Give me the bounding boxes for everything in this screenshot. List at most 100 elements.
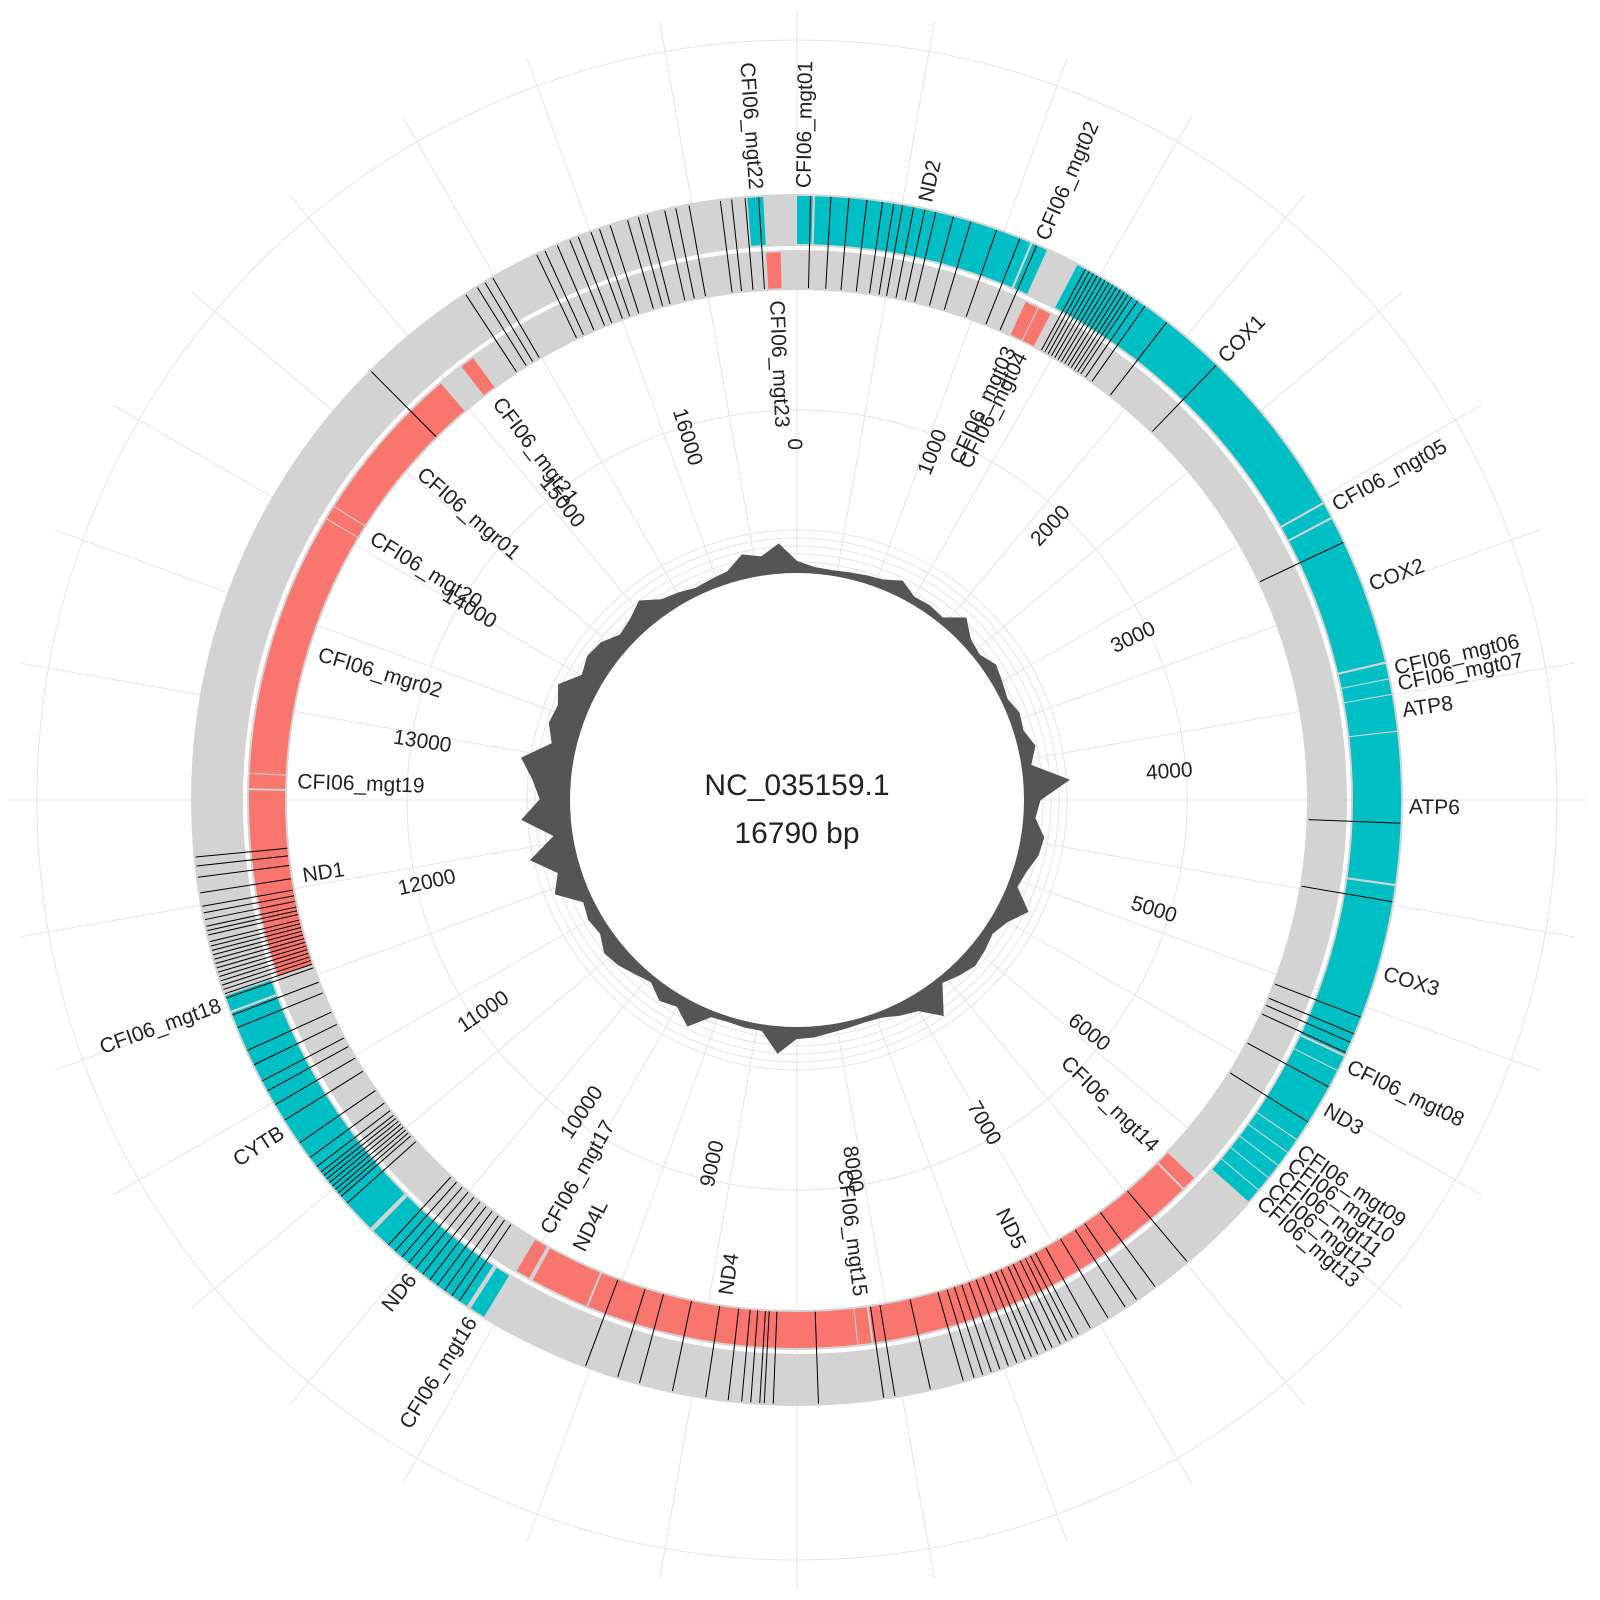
radial-grid-line <box>659 21 758 574</box>
sequence-length: 16790 bp <box>734 817 859 850</box>
variant-tick <box>476 287 527 366</box>
radial-grid-line <box>54 529 582 722</box>
feature-arc <box>797 196 813 245</box>
feature-arc <box>1240 1124 1288 1165</box>
radial-grid <box>7 10 1587 1590</box>
feature-label: CFI06_mgt20 <box>366 527 486 613</box>
variant-tick <box>879 1305 896 1397</box>
variant-tick <box>253 1023 338 1066</box>
variant-tick <box>1301 885 1393 903</box>
variant-tick <box>237 992 323 1029</box>
variant-tick <box>408 1191 469 1264</box>
variant-tick <box>219 949 308 977</box>
variant-tick <box>1012 1263 1053 1348</box>
feature-label: CFI06_mgr01 <box>412 463 524 565</box>
variant-tick <box>401 1186 463 1258</box>
variant-tick <box>221 956 310 986</box>
variant-tick <box>210 923 301 947</box>
variant-tick <box>247 1011 332 1051</box>
variant-tick <box>870 1306 885 1398</box>
feature-arc <box>1248 1112 1297 1152</box>
radial-grid-line <box>526 57 719 585</box>
variant-tick <box>203 895 295 914</box>
feature-arc <box>1055 265 1323 526</box>
radial-grid-line <box>836 1026 935 1579</box>
feature-arc <box>868 1163 1183 1343</box>
feature-arc <box>516 1239 547 1279</box>
variant-tick <box>639 1294 664 1384</box>
variant-tick <box>744 198 754 290</box>
variant-tick <box>1060 1238 1109 1319</box>
variant-ticks <box>195 196 1401 1404</box>
feature-arc <box>334 383 465 526</box>
feature-arc <box>1294 1036 1344 1070</box>
variant-tick <box>869 202 884 294</box>
grid-circle <box>36 39 1558 1561</box>
variant-tick <box>1019 1260 1061 1344</box>
feature-arc <box>1158 1152 1194 1189</box>
feature-label: ND5 <box>991 1205 1030 1253</box>
variant-tick <box>196 855 289 867</box>
variant-tick <box>1000 1269 1039 1355</box>
variant-tick <box>299 1090 376 1144</box>
feature-arc <box>461 357 495 396</box>
variant-tick <box>1051 275 1098 356</box>
variant-tick <box>202 889 294 907</box>
variant-tick <box>451 1219 505 1297</box>
radial-grid-line <box>1023 839 1576 938</box>
variant-tick <box>215 938 305 964</box>
variant-tick <box>886 205 904 296</box>
scale-tick-label: 2000 <box>1026 501 1075 551</box>
feature-label: ND2 <box>914 158 945 204</box>
variant-tick <box>1029 1255 1073 1338</box>
feature-arc <box>1289 519 1385 673</box>
variant-tick <box>627 220 654 309</box>
variant-tick <box>444 1215 499 1291</box>
variant-tick <box>664 210 686 301</box>
variant-tick <box>1259 541 1344 583</box>
radial-grid-line <box>995 404 1482 686</box>
variant-tick <box>458 1224 512 1302</box>
feature-label: CFI06_mgt02 <box>1032 118 1104 244</box>
variant-tick <box>1084 1223 1137 1300</box>
variant-tick <box>1073 292 1125 370</box>
variant-tick <box>741 1309 751 1402</box>
variant-tick <box>1229 1072 1309 1123</box>
feature-arc <box>1344 694 1398 737</box>
variant-tick <box>617 1288 646 1377</box>
variant-tick <box>1070 289 1121 368</box>
radial-grid-line <box>18 662 571 761</box>
feature-arc <box>1212 1159 1258 1202</box>
variant-tick <box>1100 1212 1156 1287</box>
variant-tick <box>688 205 707 297</box>
scale-tick-label: 5000 <box>1128 892 1179 928</box>
variant-tick <box>492 277 540 358</box>
variant-tick <box>346 1141 417 1204</box>
variant-tick <box>1057 280 1106 360</box>
feature-arc <box>248 790 313 976</box>
variant-tick <box>232 981 319 1016</box>
variant-tick <box>323 1117 397 1176</box>
variant-tick <box>763 1311 770 1404</box>
variant-tick <box>320 1114 394 1173</box>
scale-tick-label: 3000 <box>1107 617 1159 658</box>
scale-tick-label: 6000 <box>1064 1009 1115 1056</box>
variant-tick <box>1109 322 1168 396</box>
variant-tick <box>1064 284 1114 364</box>
feature-label: CFI06_mgt01 <box>793 61 818 189</box>
variant-tick <box>585 1279 619 1367</box>
variant-tick <box>217 945 307 973</box>
feature-label: ND4L <box>569 1197 613 1255</box>
variant-tick <box>999 245 1038 331</box>
radial-grid-line <box>18 839 571 938</box>
feature-arcs <box>225 196 1401 1348</box>
variant-tick <box>209 919 300 943</box>
variant-tick <box>909 1299 931 1390</box>
radial-grid-line <box>659 1026 758 1579</box>
feature-arc <box>766 252 782 289</box>
variant-tick <box>609 225 640 314</box>
variant-tick <box>415 1196 475 1269</box>
radial-grid-line <box>401 998 683 1485</box>
variant-tick <box>758 197 765 290</box>
feature-label: CFI06_mgt14 <box>1056 1052 1163 1158</box>
